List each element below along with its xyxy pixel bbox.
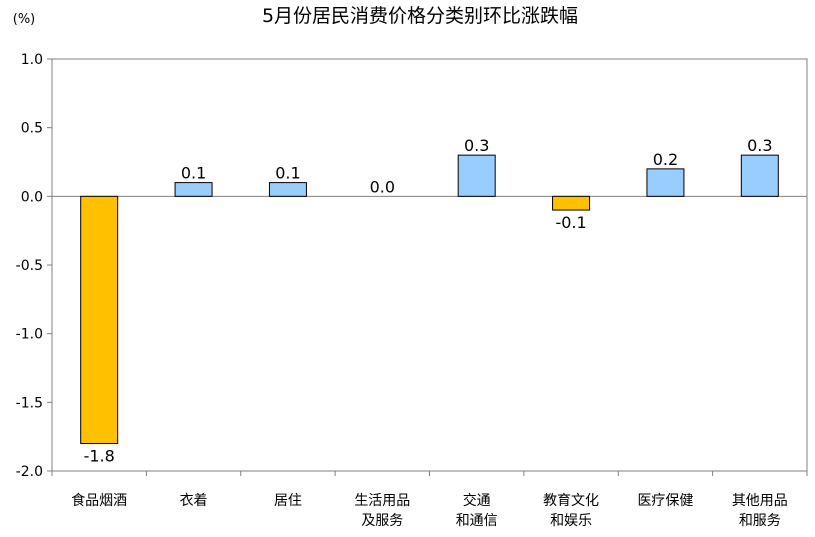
data-label: 0.3 [747, 136, 772, 155]
y-tick-label: -1.0 [16, 327, 43, 343]
y-axis-unit: (%) [13, 12, 36, 27]
bar [552, 195, 591, 211]
data-label: -0.1 [555, 213, 586, 232]
x-tick-label: 其他用品 [732, 493, 788, 509]
x-tick-label: 和娱乐 [550, 513, 592, 529]
x-tick-label: 食品烟酒 [71, 492, 127, 509]
data-label: 0.1 [275, 164, 300, 183]
x-tick-label: 和服务 [739, 513, 781, 529]
plot-frame [51, 58, 808, 472]
data-label: -1.8 [84, 447, 115, 466]
x-tick-label: 及服务 [361, 513, 403, 529]
x-tick-label: 居住 [274, 493, 302, 509]
y-tick-label: -1.5 [16, 395, 43, 411]
x-tick-label: 和通信 [456, 513, 498, 529]
y-tick-label: 1.0 [21, 52, 43, 68]
bar [646, 168, 685, 197]
data-label: 0.3 [464, 136, 489, 155]
x-tick-label: 教育文化 [543, 493, 599, 509]
y-tick-label: 0.0 [21, 189, 43, 205]
x-tick-label: 生活用品 [354, 493, 410, 509]
y-tick-label: -0.5 [16, 258, 43, 274]
y-tick-label: -2.0 [16, 464, 43, 480]
chart-title: 5月份居民消费价格分类别环比涨跌幅 [262, 5, 578, 27]
data-label: 0.1 [181, 164, 206, 183]
x-tick-label: 衣着 [180, 493, 208, 509]
bar [268, 182, 307, 197]
y-tick-label: 0.5 [21, 121, 43, 137]
bar [174, 182, 213, 197]
plot-area: 1.0 0.5 0.0 -0.5 -1.0 -1.5 -2.0 -1.8 食品烟酒 0.1 衣着 0.… [16, 52, 808, 529]
bar [80, 195, 119, 445]
bar [740, 154, 779, 197]
bar [457, 154, 496, 197]
x-tick-label: 交通 [463, 492, 491, 509]
x-tick-label: 医疗保健 [637, 493, 693, 509]
data-label: 0.0 [370, 177, 395, 196]
data-label: 0.2 [653, 150, 678, 169]
